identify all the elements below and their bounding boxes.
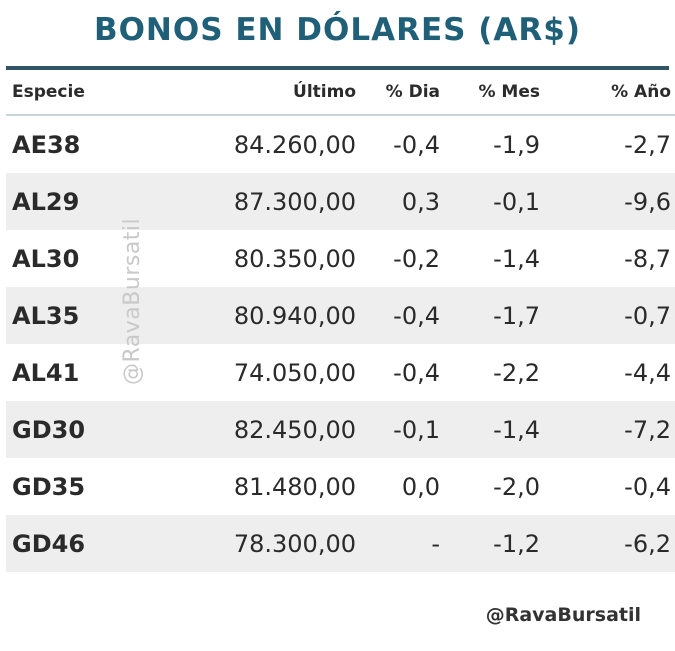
cell-dia: 0,0 xyxy=(401,472,440,501)
cell-anio: -9,6 xyxy=(540,173,675,230)
cell-anio: -8,7 xyxy=(624,244,671,273)
page-title: BONOS EN DÓLARES (AR$) xyxy=(93,12,582,48)
cell-mes: -1,4 xyxy=(440,401,540,458)
cell-ultimo: 80.350,00 xyxy=(233,244,356,273)
title-divider xyxy=(6,66,669,70)
cell-ultimo: 82.450,00 xyxy=(122,401,356,458)
cell-especie: AL41 xyxy=(12,358,80,387)
cell-anio: -0,4 xyxy=(624,472,671,501)
cell-especie: AL30 xyxy=(12,244,80,273)
table-row: AL30 80.350,00 -0,2 -1,4 -8,7 xyxy=(6,230,675,287)
cell-dia: -0,4 xyxy=(356,287,440,344)
cell-mes: -1,2 xyxy=(440,515,540,572)
cell-anio: -6,2 xyxy=(540,515,675,572)
cell-especie: AL35 xyxy=(6,287,122,344)
bonds-table: Especie Último % Dia % Mes % Año AE38 84.… xyxy=(6,70,675,572)
footer-handle: @RavaBursatil xyxy=(485,604,641,626)
header-mes: % Mes xyxy=(440,70,540,116)
header-ultimo: Último xyxy=(122,70,356,116)
cell-dia: -0,1 xyxy=(356,401,440,458)
table-header-row: Especie Último % Dia % Mes % Año xyxy=(6,70,675,116)
cell-mes: -2,2 xyxy=(493,358,540,387)
cell-ultimo: 84.260,00 xyxy=(233,130,356,159)
table-row: AE38 84.260,00 -0,4 -1,9 -2,7 xyxy=(6,115,675,173)
table-row: AL35 80.940,00 -0,4 -1,7 -0,7 xyxy=(6,287,675,344)
cell-especie: AE38 xyxy=(12,130,81,159)
table-row: AL29 87.300,00 0,3 -0,1 -9,6 xyxy=(6,173,675,230)
cell-dia: -0,4 xyxy=(393,130,440,159)
cell-anio: -4,4 xyxy=(624,358,671,387)
cell-mes: -1,7 xyxy=(440,287,540,344)
cell-ultimo: 74.050,00 xyxy=(233,358,356,387)
table-body: AE38 84.260,00 -0,4 -1,9 -2,7 AL29 87.300,00 0,… xyxy=(6,115,675,572)
cell-ultimo: 81.480,00 xyxy=(233,472,356,501)
cell-especie: AL29 xyxy=(6,173,122,230)
cell-especie: GD30 xyxy=(6,401,122,458)
cell-mes: -2,0 xyxy=(493,472,540,501)
cell-mes: -0,1 xyxy=(440,173,540,230)
cell-ultimo: 78.300,00 xyxy=(122,515,356,572)
cell-dia: -0,2 xyxy=(393,244,440,273)
watermark: @RavaBursatil xyxy=(120,217,145,385)
cell-especie: GD35 xyxy=(12,472,86,501)
table-row: GD46 78.300,00- -1,2 -6,2 xyxy=(6,515,675,572)
cell-dia: - xyxy=(356,515,440,572)
cell-anio: -0,7 xyxy=(540,287,675,344)
cell-anio: -7,2 xyxy=(540,401,675,458)
table-row: GD30 82.450,00 -0,1 -1,4 -7,2 xyxy=(6,401,675,458)
cell-ultimo: 80.940,00 xyxy=(122,287,356,344)
cell-anio: -2,7 xyxy=(624,130,671,159)
table-row: AL41 74.050,00 -0,4 -2,2 -4,4 xyxy=(6,344,675,401)
header-dia: % Dia xyxy=(356,70,440,116)
header-especie: Especie xyxy=(6,70,122,116)
cell-dia: 0,3 xyxy=(356,173,440,230)
table-row: GD35 81.480,00 0,0 -2,0 -0,4 xyxy=(6,458,675,515)
cell-especie: GD46 xyxy=(6,515,122,572)
cell-mes: -1,9 xyxy=(493,130,540,159)
header-anio: % Año xyxy=(540,70,675,116)
cell-mes: -1,4 xyxy=(493,244,540,273)
cell-ultimo: 87.300,00 xyxy=(122,173,356,230)
cell-dia: -0,4 xyxy=(393,358,440,387)
